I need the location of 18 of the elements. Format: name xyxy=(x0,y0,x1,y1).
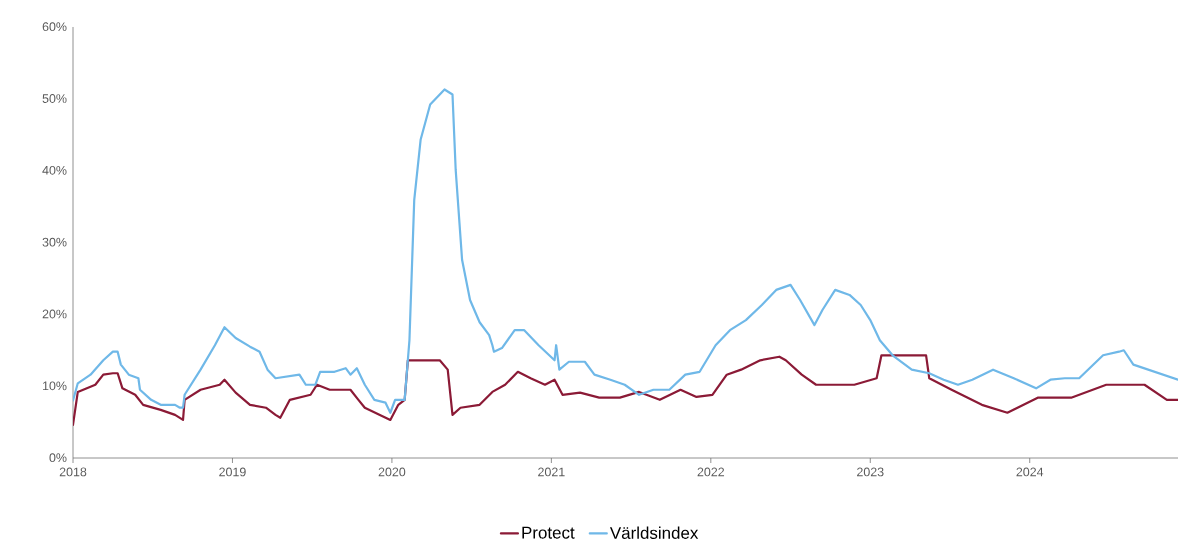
x-tick-label: 2020 xyxy=(378,467,406,477)
x-tick-label: 2019 xyxy=(219,467,246,477)
x-tick-label: 2024 xyxy=(1016,467,1044,477)
x-tick-label: 2023 xyxy=(857,467,884,477)
y-tick-label: 10% xyxy=(43,381,67,391)
line-series xyxy=(73,88,1178,414)
y-tick-label: 0% xyxy=(49,453,67,463)
line-series xyxy=(73,354,1178,427)
x-tick-label: 2022 xyxy=(697,467,725,477)
x-tick-label: 2021 xyxy=(538,467,565,477)
y-tick-label: 20% xyxy=(42,309,67,319)
y-tick-label: 60% xyxy=(42,22,67,32)
y-tick-label: 40% xyxy=(42,165,67,175)
legend-label: Världsindex xyxy=(609,526,699,539)
y-tick-label: 50% xyxy=(42,94,67,103)
x-tick-label: 2018 xyxy=(59,467,87,477)
legend-label: Protect xyxy=(522,526,575,539)
y-tick-label: 30% xyxy=(42,237,67,247)
